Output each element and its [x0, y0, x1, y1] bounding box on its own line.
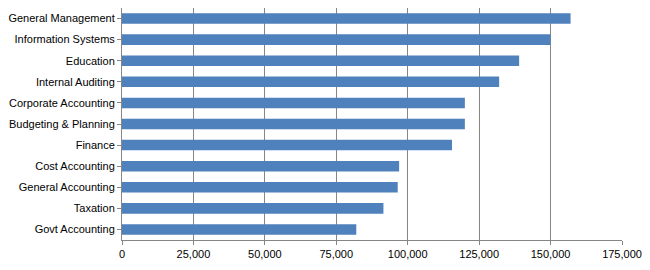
svg-text:75,000: 75,000	[319, 248, 353, 260]
svg-text:150,000: 150,000	[531, 248, 571, 260]
svg-text:25,000: 25,000	[177, 248, 211, 260]
svg-text:Corporate Accounting: Corporate Accounting	[9, 97, 115, 109]
svg-text:Taxation: Taxation	[74, 202, 115, 214]
svg-text:Budgeting & Planning: Budgeting & Planning	[9, 118, 115, 130]
svg-text:50,000: 50,000	[248, 248, 282, 260]
svg-text:Information Systems: Information Systems	[15, 33, 116, 45]
svg-text:175,000: 175,000	[602, 248, 642, 260]
svg-text:125,000: 125,000	[459, 248, 499, 260]
svg-text:General Management: General Management	[8, 12, 114, 24]
svg-text:Govt Accounting: Govt Accounting	[35, 223, 115, 235]
svg-text:0: 0	[119, 248, 125, 260]
svg-text:General Accounting: General Accounting	[19, 181, 115, 193]
svg-text:Cost Accounting: Cost Accounting	[35, 160, 115, 172]
svg-text:Finance: Finance	[76, 139, 115, 151]
svg-text:Education: Education	[66, 55, 115, 67]
svg-text:Internal Auditing: Internal Auditing	[36, 76, 115, 88]
svg-text:100,000: 100,000	[388, 248, 428, 260]
